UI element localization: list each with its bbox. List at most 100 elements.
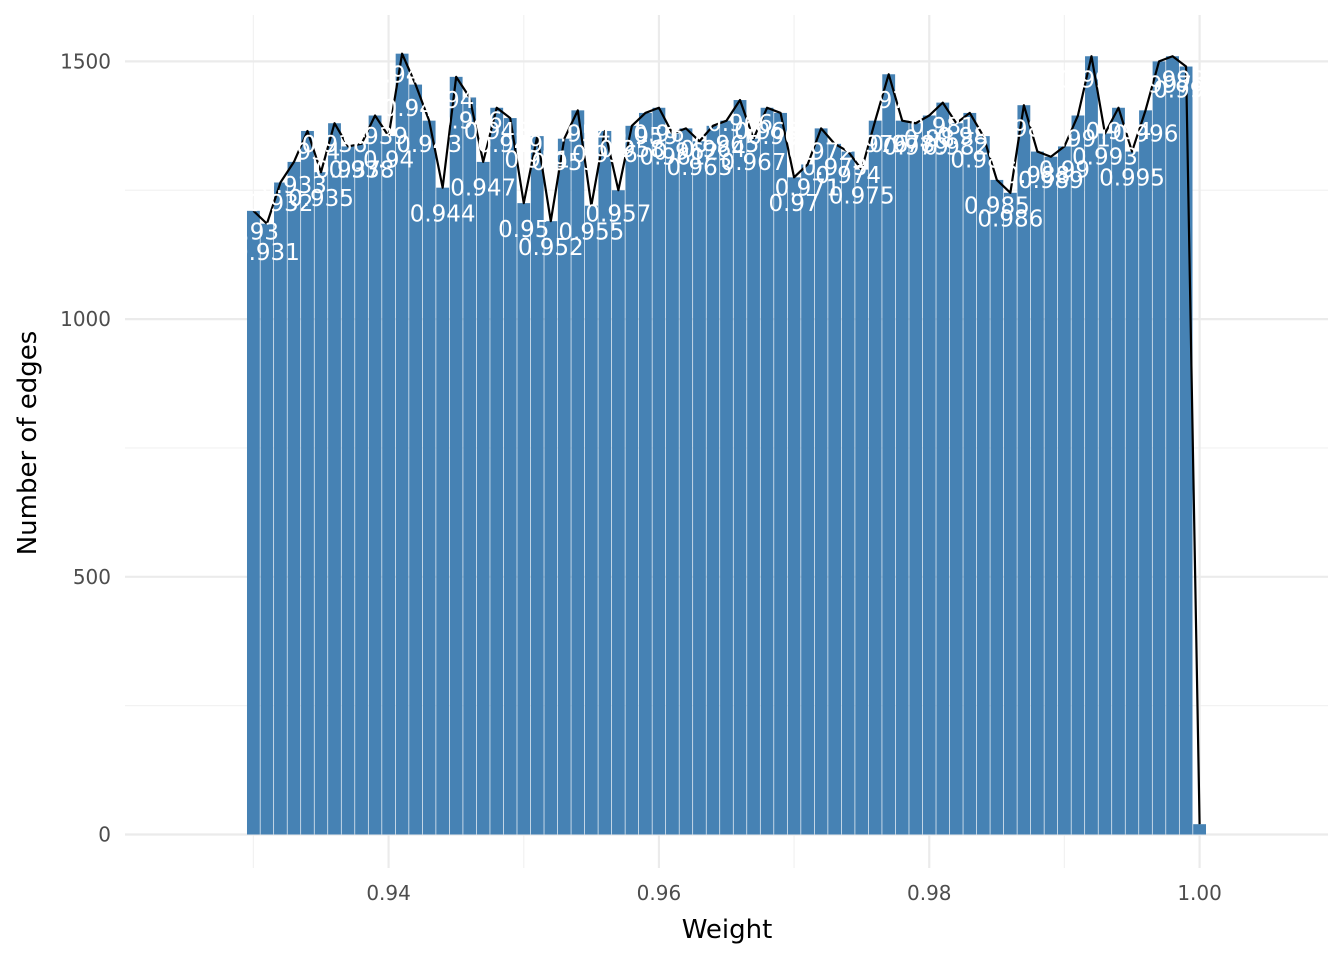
histogram-bar xyxy=(828,143,842,835)
histogram-bar xyxy=(544,221,558,835)
histogram-bar xyxy=(1044,156,1058,835)
bar-value-label: 0.987 xyxy=(991,116,1057,142)
histogram-bar xyxy=(1112,107,1125,835)
histogram-bar xyxy=(301,130,314,835)
bar-value-label: 0.942 xyxy=(383,96,449,122)
bar-value-label: 0.947 xyxy=(450,176,516,202)
bar-value-label: 0.979 xyxy=(883,134,949,160)
bar-value-label: 0.995 xyxy=(1099,165,1165,191)
bar-value-label: 0.956 xyxy=(572,142,638,168)
bar-value-label: 0.933 xyxy=(261,173,327,199)
bar-value-label: 0.958 xyxy=(599,137,665,163)
histogram-bar xyxy=(976,136,990,835)
y-tick-label: 500 xyxy=(73,565,111,589)
histogram-bar xyxy=(733,100,747,835)
bar-value-label: 0.993 xyxy=(1072,145,1138,171)
bar-value-label: 0.93 xyxy=(228,219,279,245)
bar-value-label: 0.935 xyxy=(288,186,354,212)
bar-value-label: 0.941 xyxy=(369,62,435,88)
bar-value-label: 0.953 xyxy=(531,150,597,176)
bar-value-label: 0.954 xyxy=(545,122,611,148)
bar-value-label: 0.989 xyxy=(1018,168,1084,194)
bar-value-label: 0.966 xyxy=(707,111,773,137)
histogram-bar xyxy=(503,118,517,835)
bar-value-label: 0.999 xyxy=(1153,78,1219,104)
histogram-bar xyxy=(1193,824,1207,835)
histogram-bar xyxy=(557,138,571,835)
histogram-bar xyxy=(990,179,1004,835)
histogram-bar xyxy=(517,203,531,835)
histogram-bar xyxy=(1166,56,1179,835)
histogram-bar xyxy=(476,161,490,835)
bar-labels: 0.930.9310.9320.9330.9340.9350.9360.9370… xyxy=(228,62,1219,266)
bar-value-label: 0.936 xyxy=(302,132,368,158)
bar-value-label: 0.943 xyxy=(396,132,462,158)
histogram-bar xyxy=(1125,151,1139,835)
histogram-bar xyxy=(760,107,774,835)
bar-value-label: 0.934 xyxy=(275,140,341,166)
bar-value-label: 0.985 xyxy=(964,194,1030,220)
histogram-bar xyxy=(949,123,963,835)
bar-value-label: 0.945 xyxy=(423,88,489,114)
histogram-bar xyxy=(936,102,950,835)
bar-value-label: 0.977 xyxy=(856,88,922,114)
histogram-bar xyxy=(1139,110,1152,835)
histogram-bar xyxy=(747,138,760,835)
bar-value-label: 0.932 xyxy=(248,191,314,217)
y-axis-title: Number of edges xyxy=(13,331,43,556)
histogram-bar xyxy=(868,120,882,835)
histogram-bar xyxy=(449,76,463,835)
bar-value-label: 0.949 xyxy=(477,132,543,158)
axes: 0.94 0.96 0.98 1.00 0 500 1000 1500 xyxy=(60,49,1222,905)
histogram-bar xyxy=(530,136,544,835)
histogram-bar xyxy=(841,151,855,835)
bar-value-label: 0.963 xyxy=(667,155,733,181)
bar-value-label: 0.95 xyxy=(498,217,549,243)
histogram-bar xyxy=(693,141,706,835)
x-tick-label: 0.94 xyxy=(366,881,411,905)
bar-value-label: 0.984 xyxy=(950,147,1016,173)
bar-value-label: 0.939 xyxy=(342,124,408,150)
bar-value-label: 0.962 xyxy=(653,140,719,166)
x-axis-title: Weight xyxy=(682,915,773,945)
bar-value-label: 0.944 xyxy=(410,201,476,227)
bar-value-label: 0.931 xyxy=(234,240,300,266)
bar-value-label: 0.986 xyxy=(977,207,1043,233)
bar-value-label: 0.959 xyxy=(612,124,678,150)
trend-line xyxy=(252,52,1201,825)
y-tick-label: 0 xyxy=(98,822,111,846)
histogram-bar xyxy=(382,136,395,835)
bar-value-label: 0.991 xyxy=(1045,127,1111,153)
bar-value-label: 0.94 xyxy=(363,147,414,173)
bar-value-label: 0.988 xyxy=(1004,163,1070,189)
histogram-bar xyxy=(720,120,733,835)
histogram-bar xyxy=(584,205,598,835)
bar-value-label: 0.952 xyxy=(518,235,584,261)
bar-value-label: 0.98 xyxy=(904,127,955,153)
histogram-bar xyxy=(1098,133,1112,835)
bar-value-label: 0.992 xyxy=(1059,67,1125,93)
bar-value-label: 0.983 xyxy=(937,124,1003,150)
bar-value-label: 0.974 xyxy=(815,163,881,189)
histogram-bar xyxy=(611,190,625,835)
bar-value-label: 0.957 xyxy=(585,201,651,227)
bar-value-label: 0.978 xyxy=(869,132,935,158)
bar-value-label: 0.981 xyxy=(910,114,976,140)
bar-value-label: 0.964 xyxy=(680,137,746,163)
bar-value-label: 0.973 xyxy=(802,155,868,181)
bar-value-label: 0.967 xyxy=(721,150,787,176)
histogram-bar xyxy=(490,107,504,835)
histogram-bar xyxy=(706,125,720,835)
bar-value-label: 0.97 xyxy=(768,191,819,217)
bar-value-label: 0.938 xyxy=(329,158,395,184)
bar-value-label: 0.982 xyxy=(923,134,989,160)
histogram-bar xyxy=(1179,66,1193,835)
bar-value-label: 0.998 xyxy=(1140,67,1206,93)
bar-value-label: 0.946 xyxy=(437,109,503,135)
histogram-bar xyxy=(963,112,977,835)
x-tick-label: 0.98 xyxy=(907,881,952,905)
histogram-bar xyxy=(1030,151,1044,835)
histogram-bar xyxy=(274,182,287,835)
histogram-bar xyxy=(409,84,423,835)
histogram-bar xyxy=(368,115,382,835)
